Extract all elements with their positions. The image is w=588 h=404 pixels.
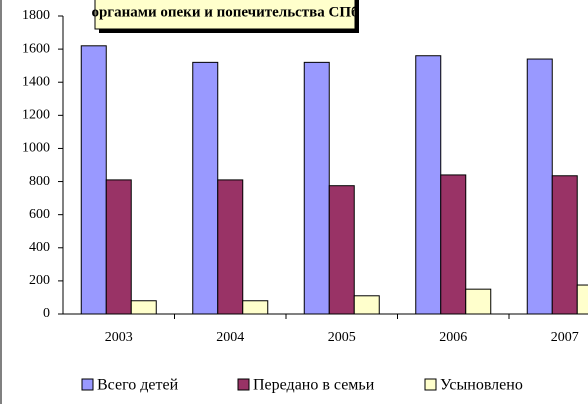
legend-swatch [81,378,94,391]
bar [328,185,355,315]
bar [353,295,380,315]
y-tick-label: 1800 [22,8,50,23]
y-tick-label: 400 [29,240,50,255]
legend-label: Передано в семьи [253,377,375,394]
y-tick-label: 1600 [22,41,50,56]
y-tick-label: 1000 [22,141,50,156]
bar [217,179,244,315]
bar [192,61,219,315]
chart-title: органами опеки и попечительства СПб [91,4,358,20]
legend-label: Всего детей [97,377,179,394]
x-tick-label: 2006 [439,330,467,345]
title-box [94,0,356,30]
legend-swatch [424,378,437,391]
bar [80,45,107,315]
x-tick-label: 2007 [551,330,579,345]
bar [303,61,330,315]
y-tick-label: 200 [29,273,50,288]
bar [526,58,553,315]
bar [242,300,269,315]
legend-label: Усыновлено [440,377,523,394]
legend-swatch [237,378,250,391]
bar [440,174,467,315]
bar [130,300,157,315]
y-tick-label: 1200 [22,108,50,123]
bar [551,175,578,315]
x-tick-label: 2005 [328,330,356,345]
y-tick-label: 800 [29,174,50,189]
bar [465,288,492,315]
bar [415,55,442,315]
x-tick-label: 2003 [105,330,133,345]
bar [105,179,132,315]
y-tick-label: 1400 [22,74,50,89]
bar [576,284,588,315]
y-tick-label: 0 [43,306,50,321]
y-tick-label: 600 [29,207,50,222]
x-tick-label: 2004 [216,330,244,345]
